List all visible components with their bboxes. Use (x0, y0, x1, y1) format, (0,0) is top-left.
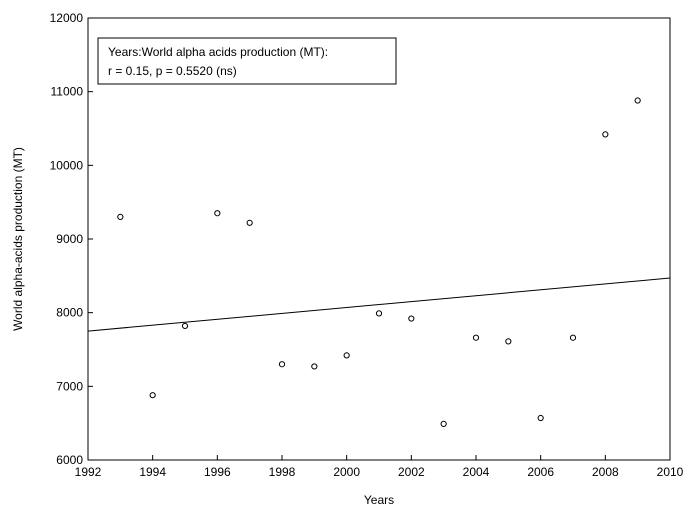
annotation-box: Years:World alpha acids production (MT):… (97, 37, 397, 85)
data-point (149, 392, 156, 399)
y-tick-label: 11000 (51, 85, 84, 99)
x-tick-label: 2002 (398, 465, 425, 479)
x-tick-label: 1998 (269, 465, 296, 479)
data-point (214, 210, 221, 217)
data-point (634, 97, 641, 104)
axis-ticks: 1992 1994 1996 1998 2000 2002 2004 2006 2008 2010… (50, 11, 684, 479)
data-point (569, 334, 577, 341)
annotation-frame (97, 37, 397, 85)
y-tick-label: 8000 (56, 306, 83, 320)
data-point (408, 315, 415, 322)
y-tick-label: 6000 (56, 453, 83, 467)
data-points (117, 97, 641, 428)
data-point (278, 361, 286, 368)
regression-line-group (87, 277, 671, 332)
data-point (537, 414, 544, 422)
x-tick-label: 2000 (333, 465, 360, 479)
data-point (602, 131, 609, 138)
x-axis-title: Years (364, 493, 394, 507)
x-tick-label: 1994 (139, 465, 166, 479)
data-point (343, 352, 350, 359)
x-tick-label: 2004 (463, 465, 490, 479)
x-tick-label: 1992 (75, 465, 102, 479)
data-point (246, 219, 253, 226)
y-tick-label: 7000 (56, 379, 83, 393)
y-tick-label: 9000 (56, 232, 83, 246)
plot-area (87, 17, 671, 461)
regression-line (87, 277, 671, 332)
data-point (311, 363, 318, 370)
data-point (472, 334, 480, 341)
data-point (440, 420, 447, 428)
y-axis-title: World alpha-acids production (MT) (11, 147, 25, 331)
annotation-line-1: Years:World alpha acids production (MT): (108, 45, 328, 59)
x-tick-label: 2008 (592, 465, 619, 479)
x-tick-label: 2010 (657, 465, 684, 479)
y-tick-label: 12000 (50, 11, 84, 25)
data-point (117, 213, 124, 220)
y-tick-label: 10000 (50, 158, 84, 172)
x-tick-label: 1996 (204, 465, 231, 479)
annotation-line-2: r = 0.15, p = 0.5520 (ns) (108, 64, 237, 78)
data-point (505, 338, 512, 345)
data-point (375, 310, 383, 317)
data-point (181, 322, 189, 330)
x-tick-label: 2006 (527, 465, 554, 479)
